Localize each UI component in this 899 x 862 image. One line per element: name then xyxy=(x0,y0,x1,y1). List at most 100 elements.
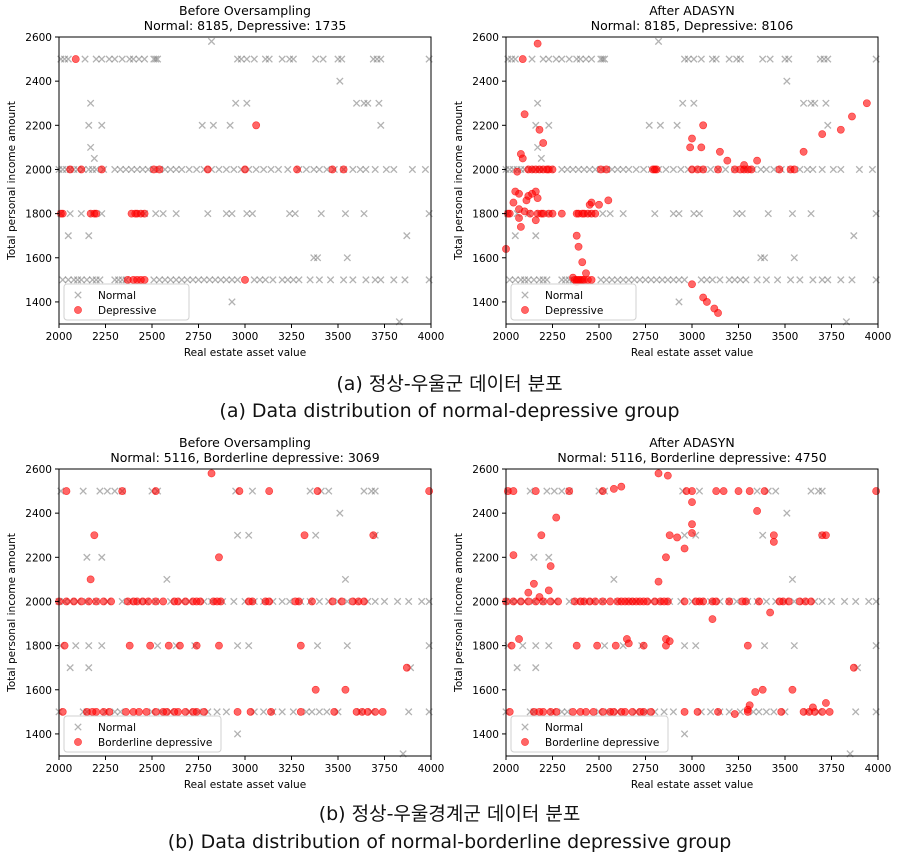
chart-subtitle: Normal: 5116, Borderline depressive: 306… xyxy=(110,450,379,465)
data-point-minority xyxy=(241,165,249,174)
x-tick-label: 2250 xyxy=(539,331,566,343)
data-point-minority xyxy=(118,487,127,495)
data-point-minority xyxy=(565,487,574,495)
data-point-normal xyxy=(569,165,577,174)
data-point-normal xyxy=(98,641,106,650)
data-point-normal xyxy=(533,99,542,107)
x-tick-label: 4000 xyxy=(865,763,892,775)
data-point-normal xyxy=(625,276,633,284)
y-tick-label: 1400 xyxy=(25,297,52,309)
data-point-minority xyxy=(753,156,761,165)
data-point-normal xyxy=(692,641,700,650)
data-point-minority xyxy=(531,216,540,225)
data-point-normal xyxy=(92,55,100,63)
data-point-normal xyxy=(284,165,292,174)
data-point-minority xyxy=(330,707,339,716)
data-point-minority xyxy=(203,165,212,174)
data-point-normal xyxy=(248,487,257,495)
data-point-normal xyxy=(79,487,87,495)
data-point-minority xyxy=(639,641,648,650)
y-tick-label: 1800 xyxy=(472,641,499,653)
data-point-minority xyxy=(589,707,598,716)
data-point-normal xyxy=(550,487,559,495)
data-point-normal xyxy=(77,209,85,218)
data-point-minority xyxy=(582,707,590,716)
data-point-normal xyxy=(706,708,715,716)
data-point-normal xyxy=(302,708,311,716)
data-point-normal xyxy=(390,165,398,174)
data-point-normal xyxy=(105,55,113,63)
data-point-normal xyxy=(116,165,125,174)
data-point-normal xyxy=(788,209,797,218)
data-point-minority xyxy=(712,597,721,606)
data-point-minority xyxy=(569,707,577,716)
data-point-minority xyxy=(192,707,201,716)
legend-minority-label: Depressive xyxy=(98,305,156,317)
data-point-normal xyxy=(237,55,245,63)
data-point-normal xyxy=(712,55,720,63)
legend-normal-label: Normal xyxy=(98,722,136,734)
data-point-normal xyxy=(172,276,180,284)
data-point-normal xyxy=(152,209,160,218)
x-axis-label: Real estate asset value xyxy=(631,347,753,359)
data-point-normal xyxy=(783,509,791,517)
y-tick-label: 1800 xyxy=(472,209,499,221)
legend-normal-marker xyxy=(74,291,82,299)
data-point-minority xyxy=(587,275,596,284)
x-tick-label: 2250 xyxy=(539,763,566,775)
data-point-normal xyxy=(291,209,299,218)
data-point-minority xyxy=(544,586,553,595)
data-point-minority xyxy=(516,597,525,606)
legend-minority-marker xyxy=(521,738,529,746)
data-point-normal xyxy=(855,165,864,174)
data-point-minority xyxy=(777,707,786,716)
data-point-minority xyxy=(539,139,548,147)
caption-b-korean: (b) 정상-우울경계군 데이터 분포 xyxy=(318,803,581,825)
data-point-minority xyxy=(526,209,535,218)
x-tick-label: 3500 xyxy=(325,331,352,343)
data-point-normal xyxy=(172,209,180,218)
data-point-normal xyxy=(349,276,357,284)
data-point-normal xyxy=(753,487,761,495)
y-tick-label: 2600 xyxy=(472,32,499,44)
data-point-minority xyxy=(295,597,303,606)
data-point-normal xyxy=(85,121,93,129)
data-point-normal xyxy=(313,641,322,650)
data-point-normal xyxy=(261,276,270,284)
data-point-normal xyxy=(302,165,311,174)
data-point-normal xyxy=(152,55,160,63)
data-point-normal xyxy=(602,276,611,284)
data-point-normal xyxy=(150,276,158,284)
data-point-minority xyxy=(192,641,201,650)
data-point-normal xyxy=(371,276,379,284)
data-point-normal xyxy=(116,708,125,716)
x-tick-label: 3750 xyxy=(818,331,845,343)
data-point-minority xyxy=(572,231,581,240)
data-point-minority xyxy=(140,209,149,218)
data-point-normal xyxy=(256,276,264,284)
data-point-normal xyxy=(677,165,685,174)
data-point-minority xyxy=(164,641,173,650)
data-point-minority xyxy=(97,165,106,174)
data-point-normal xyxy=(788,575,797,584)
data-point-normal xyxy=(250,55,258,63)
data-point-minority xyxy=(654,577,663,586)
chart-title: After ADASYN xyxy=(649,3,734,18)
data-point-minority xyxy=(574,242,583,251)
x-tick-label: 3500 xyxy=(325,763,352,775)
data-point-minority xyxy=(548,165,557,174)
data-point-minority xyxy=(743,707,752,716)
data-point-minority xyxy=(311,685,320,694)
data-point-minority xyxy=(591,209,600,218)
data-point-normal xyxy=(641,276,650,284)
data-point-minority xyxy=(591,597,600,606)
data-point-minority xyxy=(609,484,618,493)
data-point-minority xyxy=(537,531,546,540)
data-point-normal xyxy=(295,276,303,284)
data-point-normal xyxy=(630,276,638,284)
data-point-normal xyxy=(306,276,314,284)
caption-a-english: (a) Data distribution of normal-depressi… xyxy=(219,400,680,422)
data-point-normal xyxy=(308,708,316,716)
